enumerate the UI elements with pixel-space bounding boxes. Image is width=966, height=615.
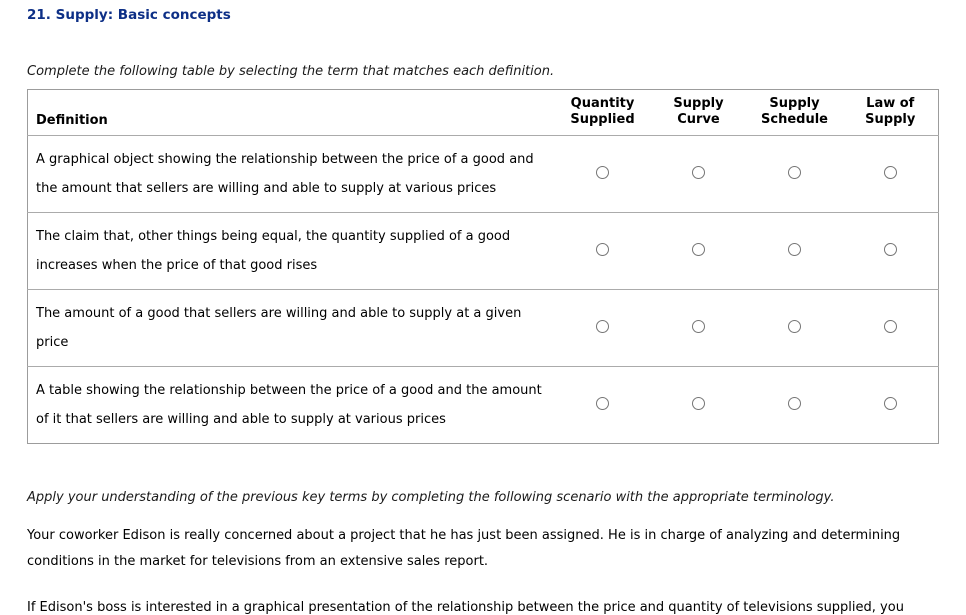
definition-text: The amount of a good that sellers are wi…	[36, 306, 522, 350]
column-header-quantity-supplied: Quantity Supplied	[570, 96, 635, 127]
radio-row4-law-of-supply[interactable]	[883, 396, 897, 410]
radio-row4-quantity-supplied[interactable]	[596, 396, 609, 410]
radio-row4-supply-curve[interactable]	[692, 396, 705, 410]
radio-row1-supply-schedule[interactable]	[788, 165, 801, 179]
table-row: The amount of a good that sellers are wi…	[27, 289, 939, 367]
radio-row3-quantity-supplied[interactable]	[596, 319, 609, 333]
fill-in-paragraph: If Edison's boss is interested in a grap…	[27, 595, 940, 615]
page-title: 21. Supply: Basic concepts	[27, 7, 231, 23]
definition-text: A graphical object showing the relations…	[36, 152, 534, 196]
radio-row2-supply-curve[interactable]	[692, 242, 705, 256]
column-header-supply-curve: Supply Curve	[673, 96, 724, 127]
radio-row3-supply-curve[interactable]	[692, 319, 705, 333]
radio-row3-law-of-supply[interactable]	[883, 319, 897, 333]
table-row: A graphical object showing the relations…	[27, 135, 939, 213]
table-header-row: Definition Quantity Supplied Supply Curv…	[28, 90, 939, 136]
column-header-supply-schedule: Supply Schedule	[761, 96, 828, 127]
radio-row2-quantity-supplied[interactable]	[596, 242, 609, 256]
radio-row4-supply-schedule[interactable]	[788, 396, 801, 410]
table-row: The claim that, other things being equal…	[27, 212, 939, 290]
scenario-paragraph: Your coworker Edison is really concerned…	[27, 528, 901, 569]
radio-row2-law-of-supply[interactable]	[883, 242, 897, 256]
radio-row1-quantity-supplied[interactable]	[596, 165, 609, 179]
apply-instruction: Apply your understanding of the previous…	[27, 490, 835, 505]
radio-row2-supply-schedule[interactable]	[788, 242, 801, 256]
radio-row3-supply-schedule[interactable]	[788, 319, 801, 333]
definition-text: A table showing the relationship between…	[36, 383, 542, 427]
fill-in-text-1: If Edison's boss is interested in a grap…	[27, 600, 904, 615]
radio-row1-law-of-supply[interactable]	[883, 165, 897, 179]
definition-text: The claim that, other things being equal…	[36, 229, 511, 273]
column-header-law-of-supply: Law of Supply	[865, 96, 916, 127]
definition-column-header: Definition	[36, 113, 108, 128]
definitions-table: Definition Quantity Supplied Supply Curv…	[27, 89, 939, 444]
table-row: A table showing the relationship between…	[27, 366, 939, 444]
table-instruction: Complete the following table by selectin…	[27, 64, 555, 79]
radio-row1-supply-curve[interactable]	[692, 165, 705, 179]
